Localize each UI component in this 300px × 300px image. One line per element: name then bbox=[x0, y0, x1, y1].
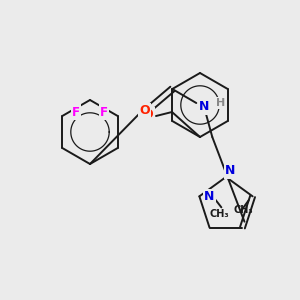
Text: N: N bbox=[199, 100, 209, 113]
Text: CH₃: CH₃ bbox=[209, 209, 229, 219]
Text: CH₃: CH₃ bbox=[233, 205, 253, 215]
Text: F: F bbox=[100, 106, 108, 118]
Text: N: N bbox=[204, 190, 214, 203]
Text: O: O bbox=[139, 104, 150, 118]
Text: H: H bbox=[216, 98, 225, 108]
Text: N: N bbox=[225, 164, 235, 178]
Text: F: F bbox=[72, 106, 80, 118]
Text: O: O bbox=[143, 109, 153, 122]
